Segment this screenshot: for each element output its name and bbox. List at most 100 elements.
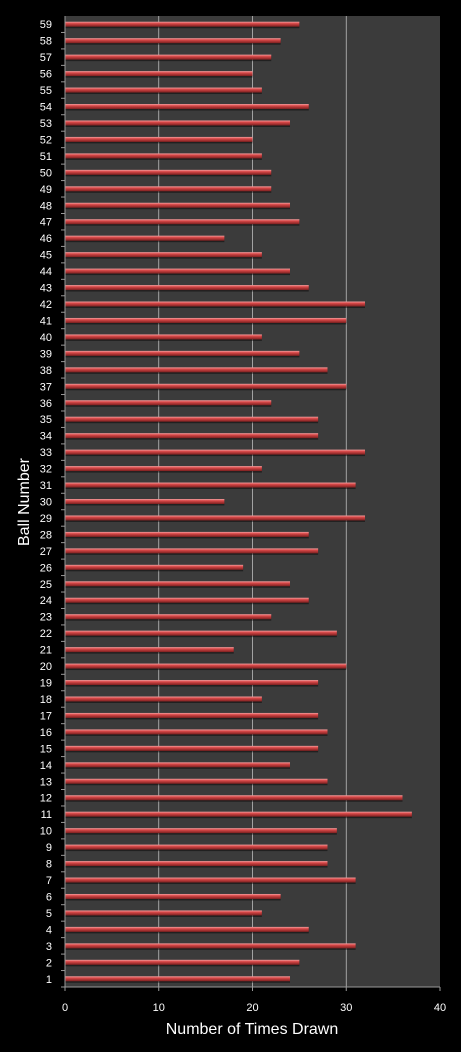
bar-ball-45	[65, 252, 262, 258]
bar-ball-31	[65, 482, 356, 488]
y-tick-label-23: 23	[40, 612, 52, 624]
y-tick-label-58: 58	[40, 36, 52, 48]
bar-ball-41	[65, 317, 347, 323]
y-tick-label-59: 59	[40, 19, 52, 31]
y-tick-label-4: 4	[46, 924, 52, 936]
bar-ball-28	[65, 531, 309, 537]
y-tick-label-2: 2	[46, 957, 52, 969]
bar-ball-52	[65, 136, 253, 142]
y-tick-label-37: 37	[40, 381, 52, 393]
y-tick-label-13: 13	[40, 776, 52, 788]
bar-ball-57	[65, 54, 272, 60]
y-tick-label-6: 6	[46, 891, 52, 903]
bar-ball-10	[65, 828, 337, 834]
bar-ball-55	[65, 87, 262, 93]
bar-ball-13	[65, 778, 328, 784]
y-tick-label-53: 53	[40, 118, 52, 130]
bar-ball-22	[65, 630, 337, 636]
bar-ball-48	[65, 202, 290, 208]
y-tick-label-54: 54	[40, 102, 52, 114]
bar-ball-40	[65, 334, 262, 340]
y-tick-label-14: 14	[40, 760, 52, 772]
bar-ball-32	[65, 466, 262, 472]
y-tick-label-21: 21	[40, 645, 52, 657]
bar-ball-46	[65, 235, 225, 241]
y-tick-label-10: 10	[40, 826, 52, 838]
y-tick-label-38: 38	[40, 365, 52, 377]
x-tick-label-40: 40	[434, 1002, 446, 1014]
y-tick-labels: 1234567891011121314151617181920212223242…	[40, 19, 65, 988]
y-tick-label-30: 30	[40, 497, 52, 509]
y-tick-label-49: 49	[40, 184, 52, 196]
bar-ball-2	[65, 959, 300, 965]
y-tick-label-45: 45	[40, 250, 52, 262]
x-axis-title: Number of Times Drawn	[166, 1021, 339, 1038]
y-tick-label-56: 56	[40, 69, 52, 81]
y-tick-label-27: 27	[40, 546, 52, 558]
bar-ball-38	[65, 367, 328, 373]
bar-ball-21	[65, 647, 234, 653]
y-tick-label-22: 22	[40, 628, 52, 640]
x-tick-label-10: 10	[153, 1002, 165, 1014]
y-axis-title: Ball Number	[16, 457, 33, 546]
bar-ball-11	[65, 811, 412, 817]
bar-ball-44	[65, 268, 290, 274]
bar-ball-5	[65, 910, 262, 916]
bars	[65, 21, 412, 983]
y-tick-label-46: 46	[40, 233, 52, 245]
y-tick-label-44: 44	[40, 266, 52, 278]
bar-ball-26	[65, 564, 244, 570]
bar-ball-9	[65, 844, 328, 850]
y-tick-label-26: 26	[40, 562, 52, 574]
y-tick-label-31: 31	[40, 480, 52, 492]
y-tick-label-3: 3	[46, 941, 52, 953]
bar-ball-50	[65, 169, 272, 175]
y-tick-label-24: 24	[40, 595, 52, 607]
y-tick-label-36: 36	[40, 398, 52, 410]
bar-ball-33	[65, 449, 365, 455]
bar-ball-24	[65, 597, 309, 603]
bar-ball-37	[65, 383, 347, 389]
y-tick-label-57: 57	[40, 52, 52, 64]
x-tick-label-30: 30	[340, 1002, 352, 1014]
bar-ball-59	[65, 21, 300, 27]
bar-ball-23	[65, 614, 272, 620]
bar-ball-29	[65, 515, 365, 521]
bar-ball-25	[65, 581, 290, 587]
bar-ball-54	[65, 104, 309, 110]
bar-ball-1	[65, 976, 290, 982]
y-tick-label-9: 9	[46, 842, 52, 854]
bar-ball-51	[65, 153, 262, 159]
bar-ball-42	[65, 301, 365, 307]
bar-ball-36	[65, 400, 272, 406]
x-tick-label-0: 0	[62, 1002, 68, 1014]
y-tick-label-16: 16	[40, 727, 52, 739]
bar-ball-58	[65, 38, 281, 44]
bar-ball-49	[65, 186, 272, 192]
bar-ball-7	[65, 877, 356, 883]
y-tick-label-48: 48	[40, 200, 52, 212]
bar-ball-47	[65, 219, 300, 225]
bar-ball-56	[65, 71, 253, 77]
y-tick-label-15: 15	[40, 743, 52, 755]
y-tick-label-52: 52	[40, 134, 52, 146]
bar-ball-35	[65, 416, 319, 422]
x-tick-label-20: 20	[246, 1002, 258, 1014]
bar-ball-17	[65, 712, 319, 718]
bar-ball-18	[65, 696, 262, 702]
y-tick-label-33: 33	[40, 447, 52, 459]
y-tick-label-34: 34	[40, 431, 52, 443]
y-tick-label-51: 51	[40, 151, 52, 163]
y-tick-label-19: 19	[40, 678, 52, 690]
y-tick-label-32: 32	[40, 464, 52, 476]
y-tick-label-55: 55	[40, 85, 52, 97]
y-tick-label-47: 47	[40, 217, 52, 229]
bar-ball-34	[65, 433, 319, 439]
bar-ball-16	[65, 729, 328, 735]
bar-ball-43	[65, 285, 309, 291]
y-tick-label-39: 39	[40, 348, 52, 360]
bar-ball-53	[65, 120, 290, 126]
bar-ball-4	[65, 926, 309, 932]
y-tick-label-18: 18	[40, 694, 52, 706]
